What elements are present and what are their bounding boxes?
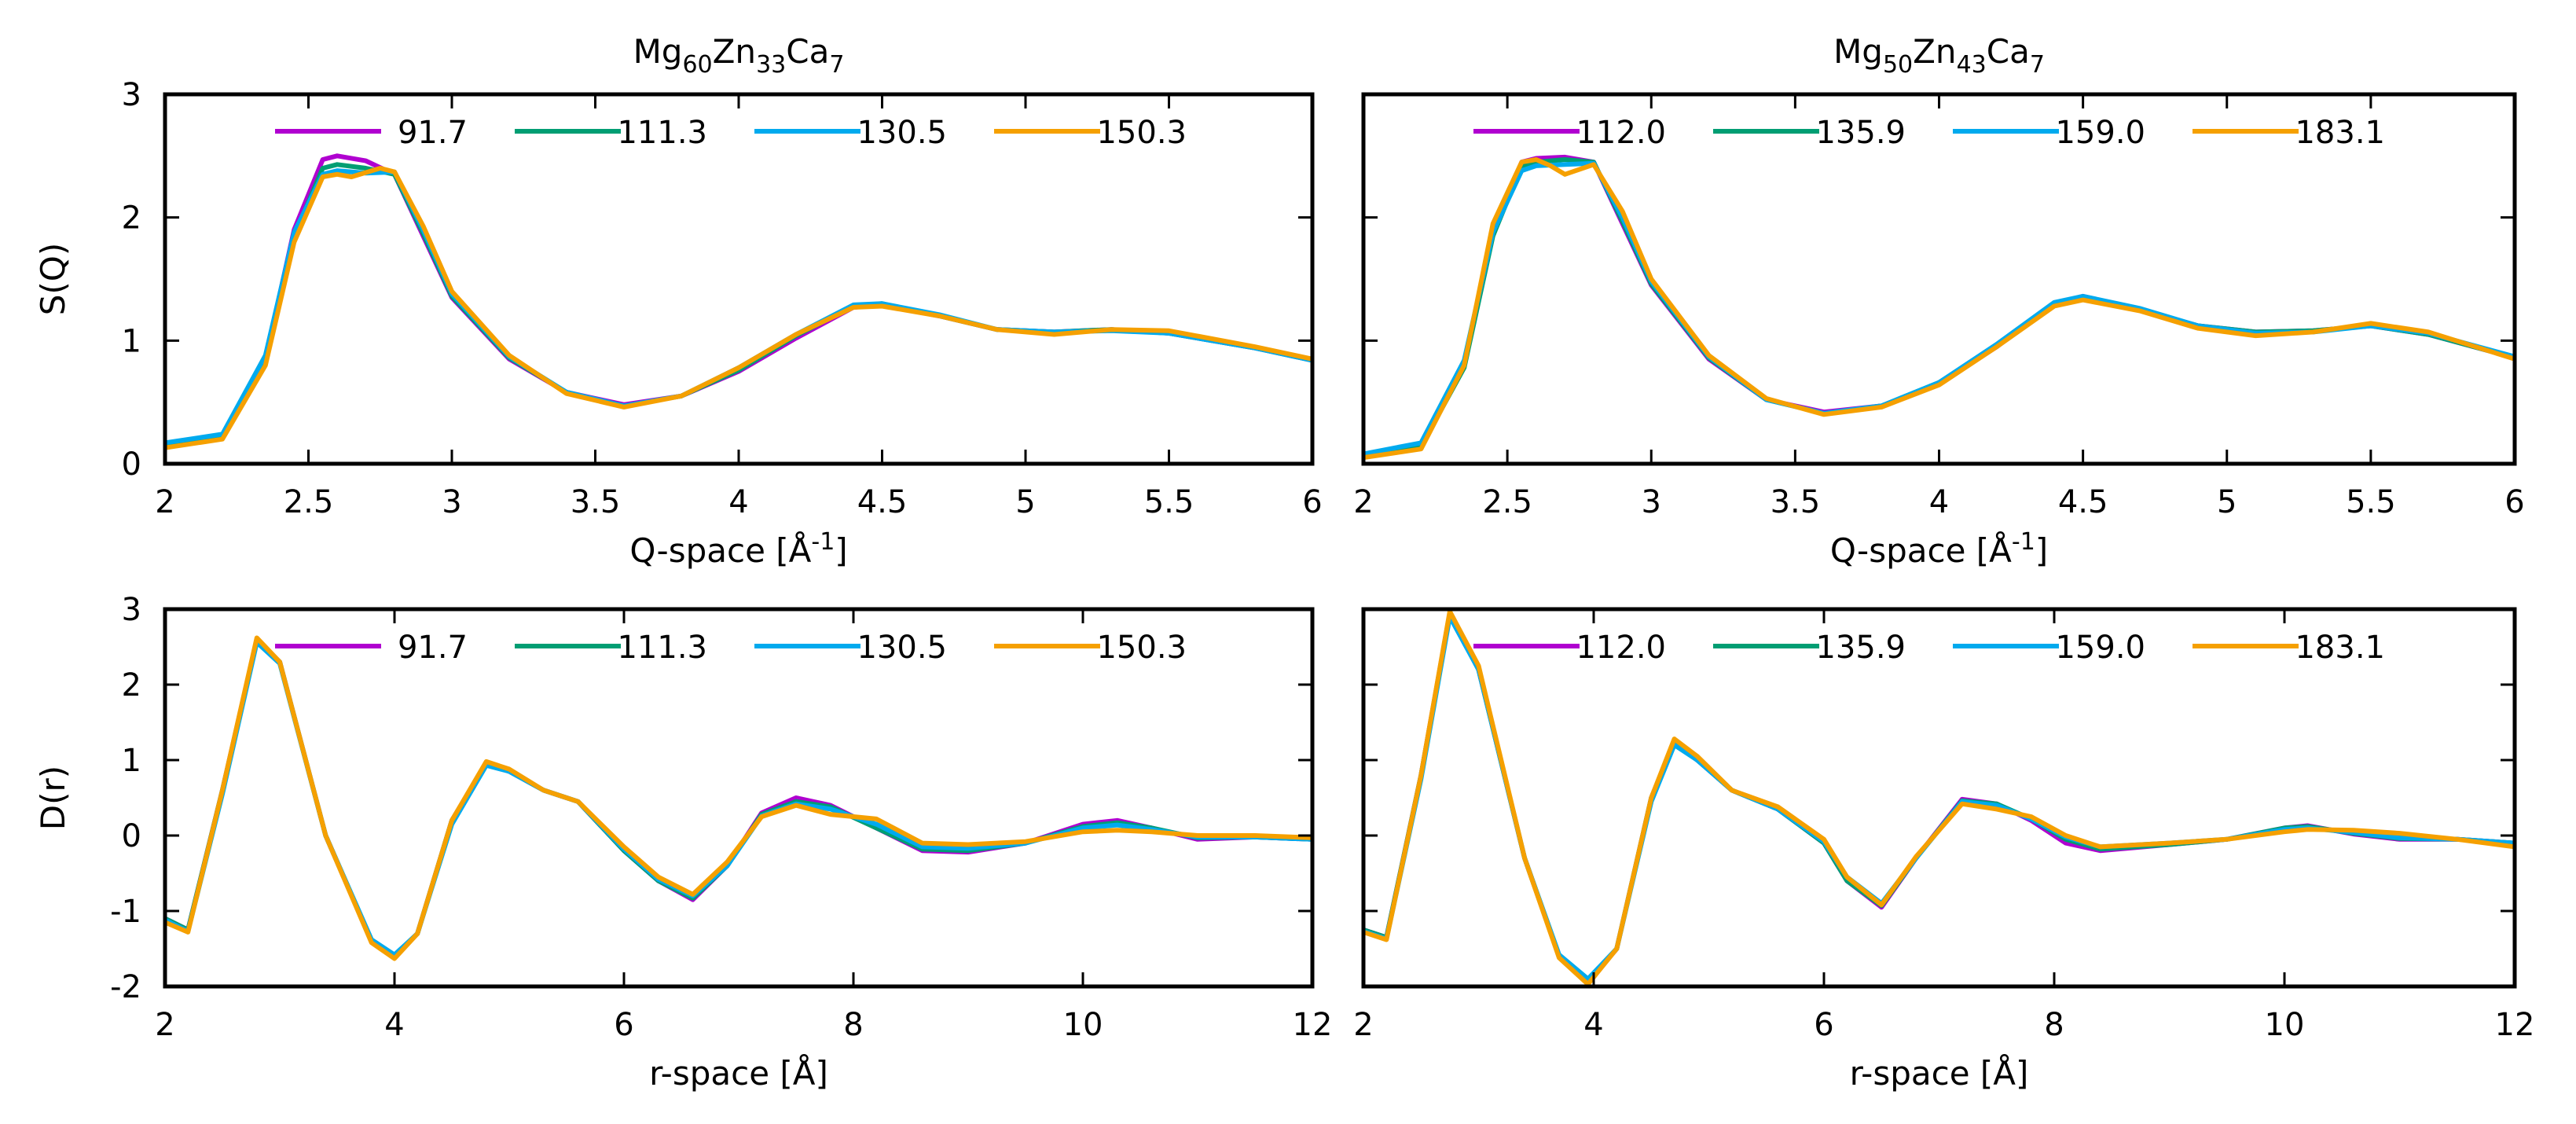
y-tick-label: 3 xyxy=(122,592,141,628)
y-tick-label: -1 xyxy=(110,894,141,930)
x-tick-label: 4 xyxy=(1929,484,1949,520)
legend-label: 112.0 xyxy=(1576,115,1666,151)
x-tick-label: 5.5 xyxy=(1144,484,1194,520)
series-line-150.3 xyxy=(165,635,1312,961)
legend-label: 150.3 xyxy=(1096,630,1187,666)
x-tick-label: 4 xyxy=(728,484,748,520)
legend-label: 183.1 xyxy=(2295,115,2385,151)
series-line-150.3 xyxy=(165,166,1312,450)
x-tick-label: 6 xyxy=(1814,1007,1833,1043)
y-tick-label: -2 xyxy=(110,969,141,1005)
y-tick-label: 2 xyxy=(122,667,141,703)
x-tick-label: 3 xyxy=(1642,484,1661,520)
legend-label: 91.7 xyxy=(398,115,468,151)
x-tick-label: 3 xyxy=(442,484,461,520)
series-line-130.5 xyxy=(165,640,1312,957)
x-tick-label: 2 xyxy=(1353,484,1373,520)
legend-label: 135.9 xyxy=(1815,115,1906,151)
legend-label: 111.3 xyxy=(617,630,707,666)
x-tick-label: 2.5 xyxy=(1482,484,1532,520)
x-tick-label: 3.5 xyxy=(571,484,621,520)
x-tick-label: 3.5 xyxy=(1771,484,1821,520)
x-tick-label: 12 xyxy=(1293,1007,1333,1043)
chart-title: Mg50Zn43Ca7 xyxy=(1833,32,2045,79)
x-tick-label: 4 xyxy=(1583,1007,1603,1043)
x-tick-label: 4.5 xyxy=(2058,484,2108,520)
legend-label: 130.5 xyxy=(857,630,947,666)
series-line-135.9 xyxy=(1363,612,2515,984)
y-tick-label: 2 xyxy=(122,200,141,237)
series-line-91.7 xyxy=(165,637,1312,959)
x-axis-label: r-space [Å] xyxy=(1850,1053,2029,1093)
x-tick-label: 10 xyxy=(1063,1007,1103,1043)
x-tick-label: 2.5 xyxy=(284,484,334,520)
legend-label: 112.0 xyxy=(1576,630,1666,666)
plot-frame xyxy=(163,607,1315,989)
series-line-112.0 xyxy=(1363,154,2515,457)
series-line-112.0 xyxy=(1363,610,2515,986)
chart-title: Mg60Zn33Ca7 xyxy=(633,32,845,79)
series-line-159.0 xyxy=(1363,614,2515,982)
x-tick-label: 4 xyxy=(384,1007,404,1043)
series-line-159.0 xyxy=(1363,160,2515,457)
x-tick-label: 4.5 xyxy=(857,484,908,520)
legend-label: 111.3 xyxy=(617,115,707,151)
x-axis-label: r-space [Å] xyxy=(649,1053,828,1093)
x-tick-label: 5.5 xyxy=(2346,484,2396,520)
x-axis-label: Q-space [Å-1] xyxy=(629,528,847,570)
x-tick-label: 6 xyxy=(614,1007,633,1043)
plot-frame xyxy=(1361,607,2517,989)
y-tick-label: 1 xyxy=(122,323,141,359)
series-line-111.3 xyxy=(165,638,1312,959)
y-tick-label: 0 xyxy=(122,446,141,483)
series-line-135.9 xyxy=(1363,157,2515,457)
legend-label: 91.7 xyxy=(398,630,468,666)
y-axis-label: D(r) xyxy=(34,766,72,830)
legend-label: 135.9 xyxy=(1815,630,1906,666)
y-axis-label: S(Q) xyxy=(34,243,72,316)
series-line-130.5 xyxy=(165,168,1312,446)
x-tick-label: 8 xyxy=(2044,1007,2064,1043)
legend-label: 150.3 xyxy=(1096,115,1187,151)
y-tick-label: 1 xyxy=(122,743,141,779)
series-line-183.1 xyxy=(1363,609,2515,986)
legend-label: 159.0 xyxy=(2055,630,2145,666)
panel-3: 2 4 6 8 10 12 r-space [Å] 112.0 135.9 159.0 183.1 xyxy=(1353,607,2535,1093)
legend-label: 183.1 xyxy=(2295,630,2385,666)
panel-1: 2 2.5 3 3.5 4 4.5 5 5.5 6 Q-space [Å-1] Mg50Zn43Ca… xyxy=(1353,32,2524,570)
legend-label: 130.5 xyxy=(857,115,947,151)
series-line-91.7 xyxy=(165,153,1312,446)
x-tick-label: 6 xyxy=(1302,484,1322,520)
x-tick-label: 5 xyxy=(2217,484,2237,520)
x-axis-label: Q-space [Å-1] xyxy=(1830,528,2048,570)
x-tick-label: 10 xyxy=(2265,1007,2305,1043)
y-tick-label: 0 xyxy=(122,818,141,854)
legend-label: 159.0 xyxy=(2055,115,2145,151)
y-tick-label: 3 xyxy=(122,77,141,113)
series-line-111.3 xyxy=(165,162,1312,448)
x-tick-label: 12 xyxy=(2495,1007,2535,1043)
panel-0: 2 2.5 3 3.5 4 4.5 5 5.5 6 0 1 2 3 Q-space [Å-1] S(Q) Mg… xyxy=(34,32,1323,570)
x-tick-label: 2 xyxy=(155,484,174,520)
x-tick-label: 8 xyxy=(843,1007,863,1043)
x-tick-label: 2 xyxy=(155,1007,174,1043)
x-tick-label: 5 xyxy=(1015,484,1035,520)
x-tick-label: 6 xyxy=(2504,484,2524,520)
x-tick-label: 2 xyxy=(1353,1007,1373,1043)
series-line-183.1 xyxy=(1363,157,2515,461)
